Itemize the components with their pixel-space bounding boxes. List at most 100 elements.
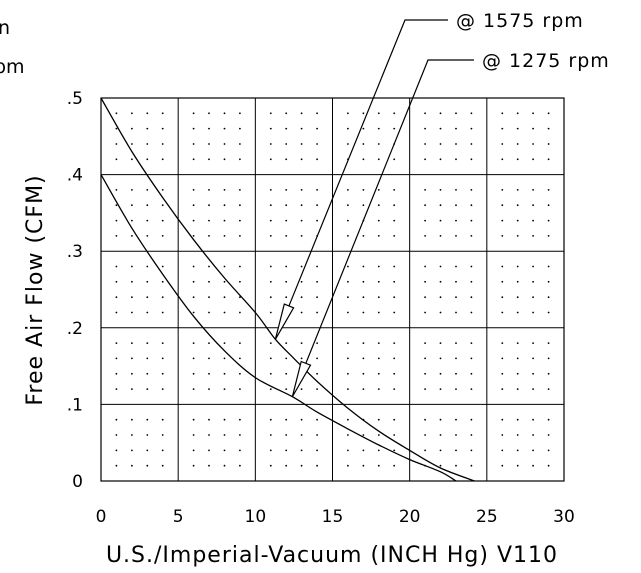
grid-dot [424, 189, 426, 191]
grid-dot [393, 342, 396, 344]
grid-dot [316, 280, 318, 283]
grid-dot [532, 265, 534, 268]
grid-dot [516, 434, 519, 436]
grid-dot [516, 235, 519, 237]
grid-dot [393, 265, 396, 268]
grid-dot [424, 219, 426, 222]
grid-dot [532, 372, 534, 375]
grid-dot [455, 449, 457, 452]
grid-dot [439, 219, 442, 222]
grid-dot [316, 296, 318, 299]
grid-dot [269, 143, 272, 145]
grid-dot [362, 112, 365, 115]
grid-dot [192, 112, 195, 115]
grid-dot [347, 189, 349, 191]
grid-dot [347, 357, 349, 360]
grid-dot [347, 143, 349, 145]
grid-dot [532, 280, 534, 283]
grid-dot [223, 127, 226, 130]
grid-dot [424, 449, 426, 452]
grid-dot [516, 189, 519, 191]
grid-dot [208, 464, 210, 467]
grid-dot [547, 449, 550, 452]
grid-dot [239, 296, 241, 299]
grid-dot [377, 449, 380, 452]
grid-dot [501, 204, 504, 207]
grid-dot [223, 464, 226, 467]
grid-dot [393, 296, 396, 299]
grid-dot [501, 372, 504, 375]
grid-dot [192, 418, 195, 421]
x-tick-label: 20 [399, 507, 421, 527]
grid-dot [532, 434, 534, 436]
grid-dot [285, 464, 288, 467]
grid-dot [470, 189, 473, 191]
grid-dot [192, 372, 195, 375]
grid-dot [547, 434, 550, 436]
grid-dot [239, 434, 241, 436]
grid-dot [269, 311, 272, 314]
grid-dot [501, 434, 504, 436]
grid-dot [192, 143, 195, 145]
grid-dot [516, 418, 519, 421]
grid-dot [455, 280, 457, 283]
grid-dot [455, 143, 457, 145]
grid-dot [192, 280, 195, 283]
grid-dot [455, 127, 457, 130]
grid-dot [347, 127, 349, 130]
grid-dot [347, 449, 349, 452]
grid-dot [393, 418, 396, 421]
grid-dot [439, 265, 442, 268]
grid-dot [146, 189, 149, 191]
grid-dot [285, 219, 288, 222]
grid-dot [146, 464, 149, 467]
grid-dot [516, 265, 519, 268]
grid-dot [455, 296, 457, 299]
grid-dot [347, 219, 349, 222]
grid-dot [501, 342, 504, 344]
grid-dot [285, 388, 288, 390]
grid-dot [470, 219, 473, 222]
grid-dot [223, 311, 226, 314]
grid-dot [161, 434, 164, 436]
grid-dot [161, 296, 164, 299]
grid-dot [532, 449, 534, 452]
grid-dot [393, 219, 396, 222]
grid-dot [362, 464, 365, 467]
grid-dot [269, 219, 272, 222]
grid-dot [347, 265, 349, 268]
grid-dot [300, 189, 303, 191]
grid-dot [501, 219, 504, 222]
grid-dot [424, 296, 426, 299]
grid-dot [316, 143, 318, 145]
grid-dot [208, 372, 210, 375]
grid-dot [131, 127, 133, 130]
grid-dot [208, 127, 210, 130]
callout-arrows: @ 1575 rpm @ 1275 rpm [274, 10, 609, 398]
grid-dot [146, 449, 149, 452]
grid-dot [501, 311, 504, 314]
grid-dot [131, 357, 133, 360]
grid-dot [208, 342, 210, 344]
grid-dot [115, 357, 118, 360]
grid-dot [131, 143, 133, 145]
grid-dot [131, 235, 133, 237]
grid-dot [285, 189, 288, 191]
grid-dot [455, 372, 457, 375]
cropped-text-fragment-2: pm [0, 56, 25, 78]
grid-dot [439, 357, 442, 360]
grid-dot [239, 357, 241, 360]
grid-dot [223, 158, 226, 161]
grid-dot [362, 449, 365, 452]
grid-dot [115, 143, 118, 145]
grid-dot [192, 449, 195, 452]
grid-dot [208, 112, 210, 115]
grid-dot [516, 127, 519, 130]
grid-dot [208, 204, 210, 207]
grid-dot [424, 158, 426, 161]
grid-dot [316, 158, 318, 161]
grid-dot [362, 296, 365, 299]
grid-dot [269, 418, 272, 421]
grid-dot [316, 449, 318, 452]
callout-leader-line [291, 59, 474, 397]
